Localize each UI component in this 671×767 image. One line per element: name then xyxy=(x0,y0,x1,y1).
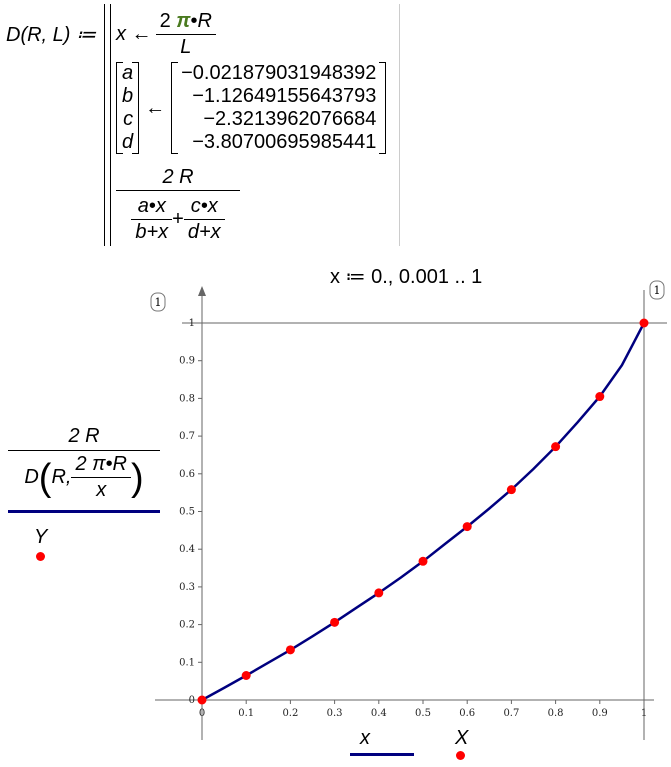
y-tick-label: 1 xyxy=(189,318,195,329)
x-tick-label: 0 xyxy=(199,708,205,719)
x-legend-dot xyxy=(456,751,465,760)
definition-lhs-text: D(R, L) ≔ xyxy=(6,24,96,46)
x-tick-label: 0.4 xyxy=(371,708,387,719)
program-bar xyxy=(104,4,111,246)
x-tick-label: 0.3 xyxy=(327,708,343,719)
x-tick-label: 0.8 xyxy=(548,708,564,719)
y-label-inner-frac: 2 π•R x xyxy=(71,453,131,502)
val-b: −1.12649155643793 xyxy=(192,85,377,107)
val-a: −0.021879031948392 xyxy=(181,62,377,84)
x-tick-label: 0.5 xyxy=(415,708,431,719)
y-tick-label: 0.5 xyxy=(179,507,195,518)
y-tick-label: 0.8 xyxy=(179,393,195,404)
y-axis-arrow xyxy=(198,286,206,296)
program-line-vector: a b c d ← −0.021879031948392 −1.12649155… xyxy=(116,62,387,154)
program-line-x: x ← 2 π•R L xyxy=(116,10,216,59)
scatter-point xyxy=(285,645,295,655)
x-tick-label: 0.1 xyxy=(238,708,254,719)
y-tick-label: 0.9 xyxy=(179,356,195,367)
y-top-badge-frame[interactable] xyxy=(150,292,166,312)
x-legend-line xyxy=(350,753,414,756)
val-d: −3.80700695985441 xyxy=(192,131,377,153)
return-fraction: 2 R a•x b+x + c•x d+x xyxy=(116,166,240,244)
scatter-point xyxy=(197,695,207,705)
den2-num: c•x xyxy=(190,195,218,217)
pi-symbol: π xyxy=(176,10,191,32)
y-tick-label: 0.4 xyxy=(179,544,195,555)
range-definition: x ≔ 0., 0.001 .. 1 xyxy=(330,264,482,289)
plus-op: + xyxy=(172,208,184,230)
scatter-point xyxy=(462,522,472,532)
scatter-point xyxy=(374,588,384,598)
x-legend-X: X xyxy=(455,727,469,749)
program-line-return: 2 R a•x b+x + c•x d+x xyxy=(116,166,240,244)
y-tick-label: 0 xyxy=(189,695,195,706)
y-label-inner-den: x xyxy=(96,479,107,501)
y-legend-dot xyxy=(36,552,45,561)
scatter-point xyxy=(418,556,428,566)
x-assign: x ← xyxy=(116,23,152,45)
scatter-point xyxy=(506,485,516,495)
program-right-border xyxy=(399,4,400,246)
y-tick-label: 0.7 xyxy=(179,431,195,442)
range-text: x ≔ 0., 0.001 .. 1 xyxy=(330,266,483,288)
vector-vars: a b c d xyxy=(116,62,140,154)
x-num-R: R xyxy=(197,10,212,32)
return-num: 2 R xyxy=(162,166,194,188)
x-tick-label: 0.7 xyxy=(503,708,519,719)
y-tick-label: 0.1 xyxy=(179,657,195,668)
y-top-badge[interactable]: 1 xyxy=(155,296,162,309)
scatter-point xyxy=(241,670,251,680)
y-label-inner-num: 2 π•R xyxy=(75,453,127,475)
x-tick-label: 1 xyxy=(641,708,647,719)
y-tick-label: 0.6 xyxy=(179,469,195,480)
x-fraction: 2 π•R L xyxy=(155,10,216,59)
x-tick-label: 0.9 xyxy=(592,708,608,719)
val-c: −2.3213962076684 xyxy=(203,108,377,130)
x-den-L: L xyxy=(180,36,192,58)
den1-den: b+x xyxy=(135,221,169,243)
scatter-point xyxy=(551,442,561,452)
den1-num: a•x xyxy=(137,195,166,217)
vector-arrow: ← xyxy=(145,96,166,119)
den2-den: d+x xyxy=(187,221,221,243)
y-tick-label: 0.2 xyxy=(179,620,195,631)
scatter-point xyxy=(330,617,340,627)
den-frac-1: a•x b+x xyxy=(131,195,173,244)
x-right-badge-frame[interactable] xyxy=(649,280,665,300)
definition-lhs: D(R, L) ≔ xyxy=(6,22,96,47)
y-label-D: D xyxy=(24,466,39,488)
dot-op: • xyxy=(190,10,198,32)
x-num-coef: 2 xyxy=(159,10,171,32)
y-label-arg1: R, xyxy=(51,466,72,488)
y-legend-Y: Y xyxy=(34,526,48,548)
y-tick-label: 0.3 xyxy=(179,582,195,593)
y-axis-label: 2 R D ( R, 2 π•R x ) xyxy=(8,425,160,502)
var-d: d xyxy=(122,131,134,153)
scatter-point xyxy=(639,318,649,328)
x-right-badge[interactable]: 1 xyxy=(654,284,661,297)
scatter-point xyxy=(595,392,605,402)
var-c: c xyxy=(123,108,134,130)
vector-values: −0.021879031948392 −1.12649155643793 −2.… xyxy=(171,62,387,154)
y-label-num: 2 R xyxy=(68,425,100,447)
y-legend-line xyxy=(8,510,160,513)
var-b: b xyxy=(122,85,134,107)
x-legend-x: x xyxy=(360,727,370,749)
x-tick-label: 0.2 xyxy=(282,708,298,719)
x-tick-label: 0.6 xyxy=(459,708,475,719)
series-line-x xyxy=(201,322,646,702)
den-frac-2: c•x d+x xyxy=(183,195,225,244)
var-a: a xyxy=(122,62,134,84)
